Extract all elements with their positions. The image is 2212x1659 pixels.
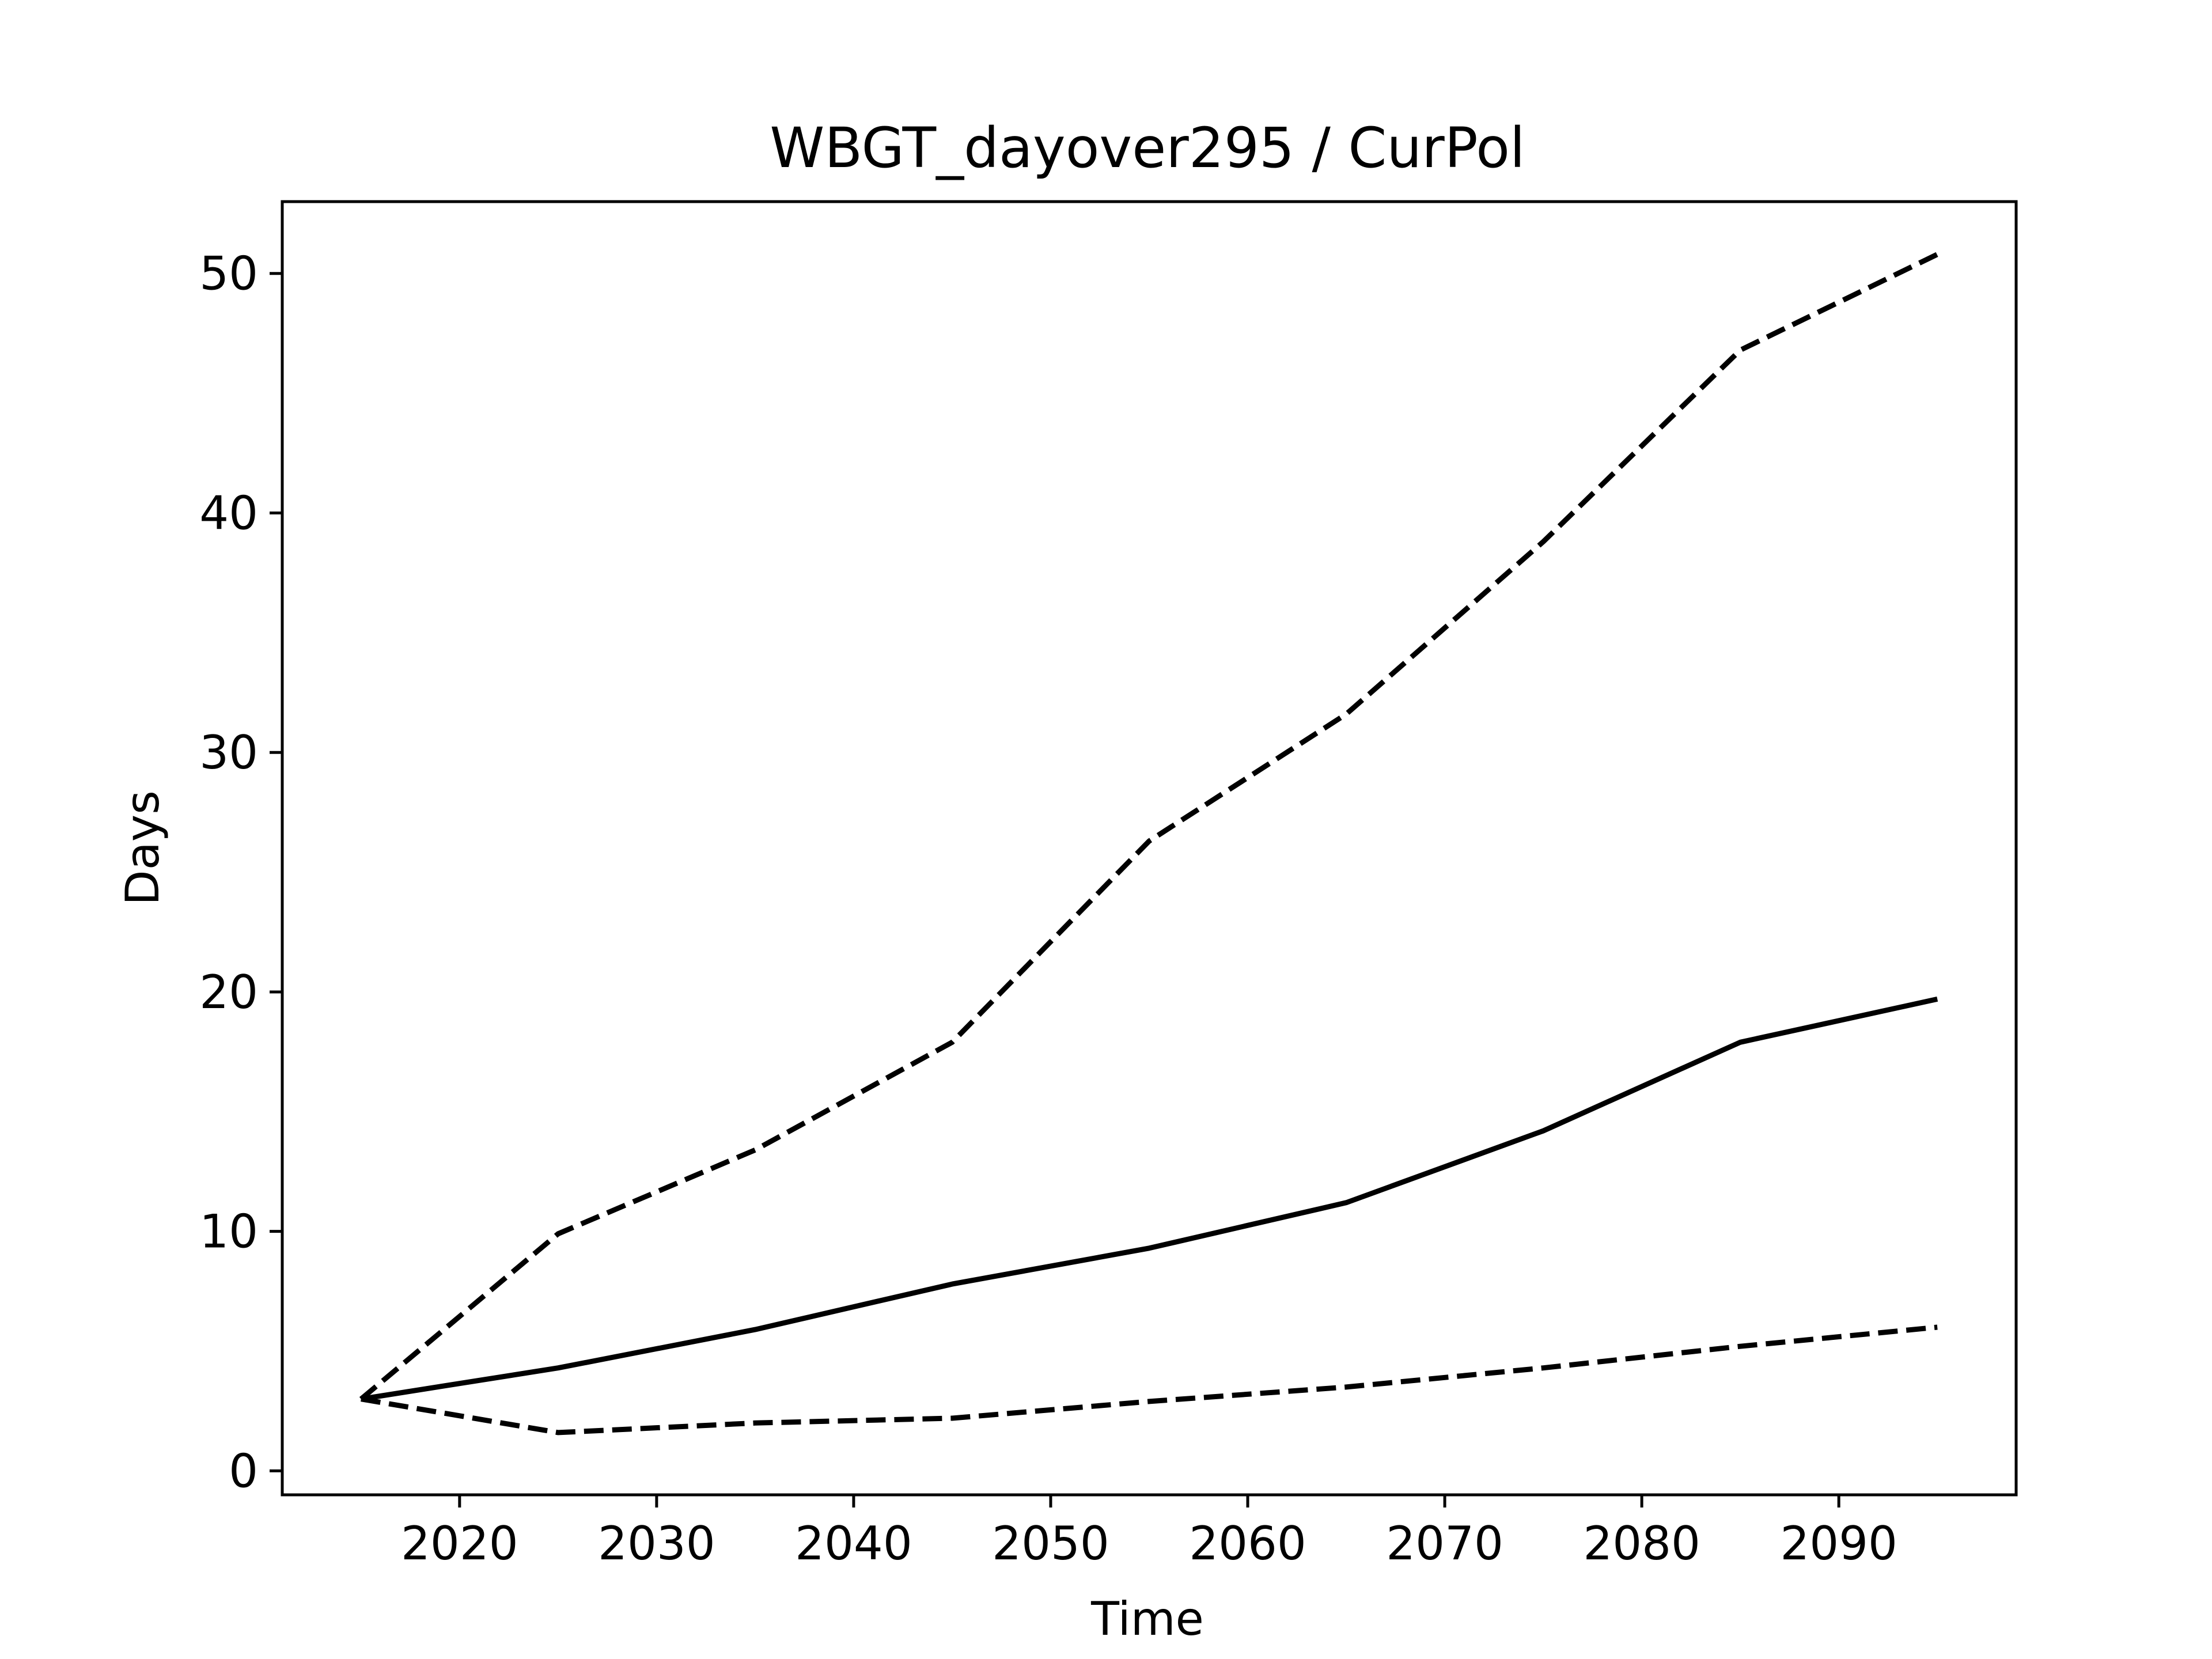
- y-axis: 0 10 20 30 40 50: [199, 247, 282, 1498]
- x-tick-label: 2080: [1583, 1517, 1700, 1570]
- y-tick-label: 30: [199, 726, 258, 779]
- x-tick-label: 2070: [1386, 1517, 1503, 1570]
- x-tick-label: 2050: [992, 1517, 1109, 1570]
- x-axis-label: Time: [1090, 1592, 1204, 1646]
- y-axis-label: Days: [116, 790, 169, 906]
- series-line-1-solid: [361, 997, 1938, 1402]
- x-tick-label: 2040: [795, 1517, 912, 1570]
- y-tick-label: 50: [199, 247, 258, 301]
- series-line-3-dashed: [361, 1324, 1938, 1435]
- series-line-2-dashed: [359, 252, 1939, 1402]
- x-tick-label: 2060: [1189, 1517, 1306, 1570]
- axes-frame: [281, 200, 2018, 1497]
- x-tick-label: 2030: [598, 1517, 715, 1570]
- x-axis: 2020 2030 2040 2050 2060 2070 2080 2090: [401, 1495, 1897, 1570]
- x-tick-label: 2090: [1780, 1517, 1897, 1570]
- chart-title: WBGT_dayover295 / CurPol: [770, 116, 1525, 180]
- y-tick-label: 0: [229, 1444, 258, 1498]
- x-tick-label: 2020: [401, 1517, 518, 1570]
- y-tick-label: 40: [199, 486, 258, 540]
- y-tick-label: 10: [199, 1205, 258, 1259]
- y-tick-label: 20: [199, 965, 258, 1019]
- plot-area: [359, 252, 1939, 1435]
